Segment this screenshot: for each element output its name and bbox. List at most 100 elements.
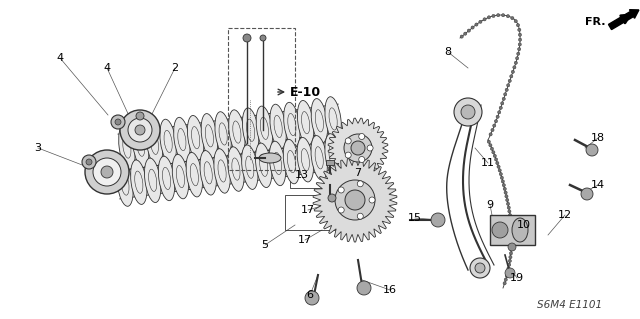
- Ellipse shape: [325, 134, 341, 178]
- Circle shape: [504, 93, 507, 96]
- Circle shape: [498, 111, 501, 114]
- Circle shape: [509, 217, 512, 220]
- Circle shape: [506, 202, 509, 205]
- Text: 11: 11: [481, 158, 495, 168]
- Text: FR.: FR.: [584, 17, 605, 27]
- Circle shape: [508, 243, 516, 251]
- Circle shape: [120, 110, 160, 150]
- Circle shape: [508, 210, 511, 213]
- Circle shape: [367, 145, 373, 151]
- Circle shape: [489, 133, 492, 136]
- Ellipse shape: [158, 156, 175, 201]
- Circle shape: [514, 19, 517, 23]
- Ellipse shape: [298, 100, 314, 145]
- Ellipse shape: [215, 112, 231, 156]
- Circle shape: [471, 26, 474, 29]
- Bar: [285, 195, 340, 230]
- Circle shape: [503, 282, 506, 285]
- Circle shape: [359, 133, 365, 139]
- Circle shape: [507, 84, 510, 87]
- Circle shape: [511, 70, 515, 73]
- Circle shape: [518, 33, 522, 36]
- Circle shape: [505, 274, 508, 278]
- Ellipse shape: [173, 117, 190, 162]
- Circle shape: [328, 194, 336, 202]
- Circle shape: [491, 129, 494, 132]
- Circle shape: [85, 150, 129, 194]
- Ellipse shape: [146, 121, 163, 166]
- Circle shape: [518, 38, 522, 41]
- Ellipse shape: [228, 110, 245, 154]
- Ellipse shape: [186, 152, 202, 197]
- Text: 12: 12: [558, 210, 572, 220]
- Ellipse shape: [160, 119, 177, 164]
- Circle shape: [505, 195, 508, 198]
- Circle shape: [496, 161, 499, 165]
- Circle shape: [510, 233, 513, 236]
- Circle shape: [338, 187, 344, 193]
- Text: 14: 14: [591, 180, 605, 190]
- Ellipse shape: [255, 143, 272, 188]
- Text: 3: 3: [35, 143, 42, 153]
- Text: 2: 2: [172, 63, 179, 73]
- Circle shape: [499, 106, 502, 109]
- Circle shape: [357, 181, 364, 187]
- Circle shape: [305, 291, 319, 305]
- Ellipse shape: [228, 147, 244, 191]
- Circle shape: [510, 229, 513, 232]
- Bar: [326, 160, 334, 165]
- Ellipse shape: [269, 141, 286, 186]
- Circle shape: [345, 138, 351, 144]
- Circle shape: [503, 187, 506, 190]
- Ellipse shape: [256, 106, 273, 151]
- Ellipse shape: [214, 149, 230, 193]
- Circle shape: [467, 29, 470, 32]
- Circle shape: [510, 240, 513, 243]
- Circle shape: [507, 267, 510, 270]
- Circle shape: [493, 154, 497, 158]
- Circle shape: [509, 256, 512, 259]
- Ellipse shape: [116, 162, 133, 206]
- Circle shape: [501, 180, 504, 183]
- Ellipse shape: [311, 99, 328, 143]
- Circle shape: [345, 152, 351, 158]
- Circle shape: [498, 169, 501, 172]
- Circle shape: [492, 222, 508, 238]
- Circle shape: [509, 221, 513, 224]
- Circle shape: [586, 144, 598, 156]
- Ellipse shape: [172, 154, 189, 199]
- Text: 8: 8: [444, 47, 452, 57]
- Circle shape: [516, 52, 520, 55]
- Circle shape: [505, 268, 515, 278]
- Circle shape: [495, 158, 498, 161]
- Ellipse shape: [259, 153, 281, 163]
- Circle shape: [338, 207, 344, 213]
- Ellipse shape: [325, 97, 341, 141]
- Text: S6M4 E1101: S6M4 E1101: [538, 300, 603, 310]
- Circle shape: [475, 263, 485, 273]
- Ellipse shape: [132, 123, 149, 167]
- Circle shape: [479, 20, 482, 23]
- Text: 19: 19: [510, 273, 524, 283]
- Text: 18: 18: [591, 133, 605, 143]
- Circle shape: [243, 34, 251, 42]
- Circle shape: [500, 176, 504, 179]
- Circle shape: [508, 213, 511, 217]
- Circle shape: [487, 140, 490, 143]
- Text: E-10: E-10: [290, 86, 321, 100]
- Circle shape: [518, 48, 521, 51]
- Text: 4: 4: [56, 53, 63, 63]
- Ellipse shape: [311, 136, 328, 180]
- Bar: [490, 215, 535, 245]
- Circle shape: [496, 115, 499, 118]
- Circle shape: [493, 124, 496, 127]
- Circle shape: [502, 14, 505, 17]
- Circle shape: [516, 24, 520, 27]
- Ellipse shape: [242, 145, 258, 189]
- Text: 4: 4: [104, 63, 111, 73]
- Circle shape: [581, 188, 593, 200]
- Text: 10: 10: [517, 220, 531, 230]
- Circle shape: [461, 105, 475, 119]
- Text: 5: 5: [262, 240, 269, 250]
- Circle shape: [505, 88, 508, 92]
